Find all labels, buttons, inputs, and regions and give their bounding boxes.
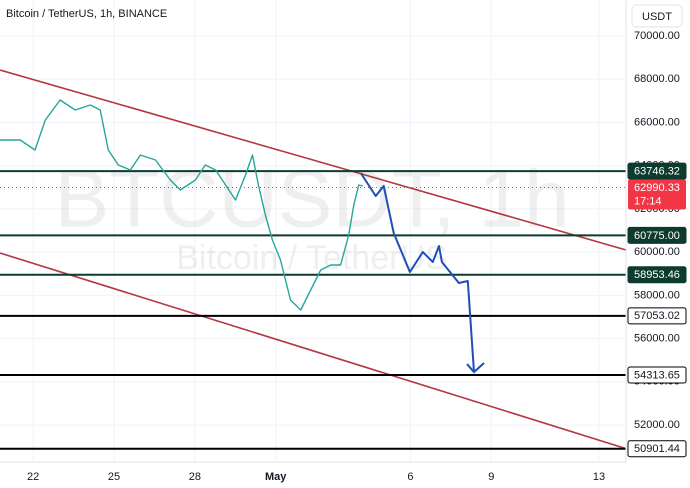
level-label-box [627, 366, 687, 384]
x-tick-label: 22 [27, 471, 39, 483]
level-label: 50901.44 [634, 443, 680, 455]
currency-label: USDT [642, 11, 672, 23]
plot [0, 69, 627, 450]
x-tick-label: 25 [108, 471, 120, 483]
level-label: 57053.02 [634, 310, 680, 322]
level-label-box [627, 226, 687, 244]
y-tick-label: 60000.00 [634, 246, 680, 258]
x-tick-label: 6 [407, 471, 413, 483]
x-tick-label: 13 [593, 471, 605, 483]
level-label-box [627, 162, 687, 180]
level-label-box [627, 440, 687, 458]
trend-line [0, 69, 627, 251]
y-tick-label: 70000.00 [634, 30, 680, 42]
projection-line [359, 172, 475, 373]
level-label: 63746.32 [634, 166, 680, 178]
symbol-title: Bitcoin / TetherUS, 1h, BINANCE [6, 8, 167, 20]
y-tick-label: 52000.00 [634, 419, 680, 431]
axes: 52000.0054000.0056000.0058000.0060000.00… [27, 30, 687, 483]
watermark-name: Bitcoin / TetherUS [176, 239, 448, 277]
watermark-ticker: BTCUSDT, 1h [55, 154, 570, 245]
level-label: 58953.46 [634, 269, 680, 281]
arrow-head [466, 362, 485, 374]
level-label: 60775.00 [634, 230, 680, 242]
x-tick-label: 9 [488, 471, 494, 483]
trend-line [0, 252, 627, 450]
level-label: 54313.65 [634, 369, 680, 381]
x-tick-label: 28 [189, 471, 201, 483]
y-tick-label: 56000.00 [634, 332, 680, 344]
y-tick-label: 58000.00 [634, 289, 680, 301]
countdown-label: 17:14 [634, 195, 662, 207]
y-tick-label: 68000.00 [634, 73, 680, 85]
last-price-label: 62990.33 [634, 182, 680, 194]
x-tick-label: May [265, 471, 287, 483]
price-line [0, 99, 363, 311]
currency-button[interactable] [631, 4, 683, 28]
grid [0, 0, 626, 462]
level-label-box [627, 266, 687, 284]
last-price-box [628, 179, 686, 210]
level-label-box [627, 307, 687, 325]
y-tick-label: 66000.00 [634, 116, 680, 128]
